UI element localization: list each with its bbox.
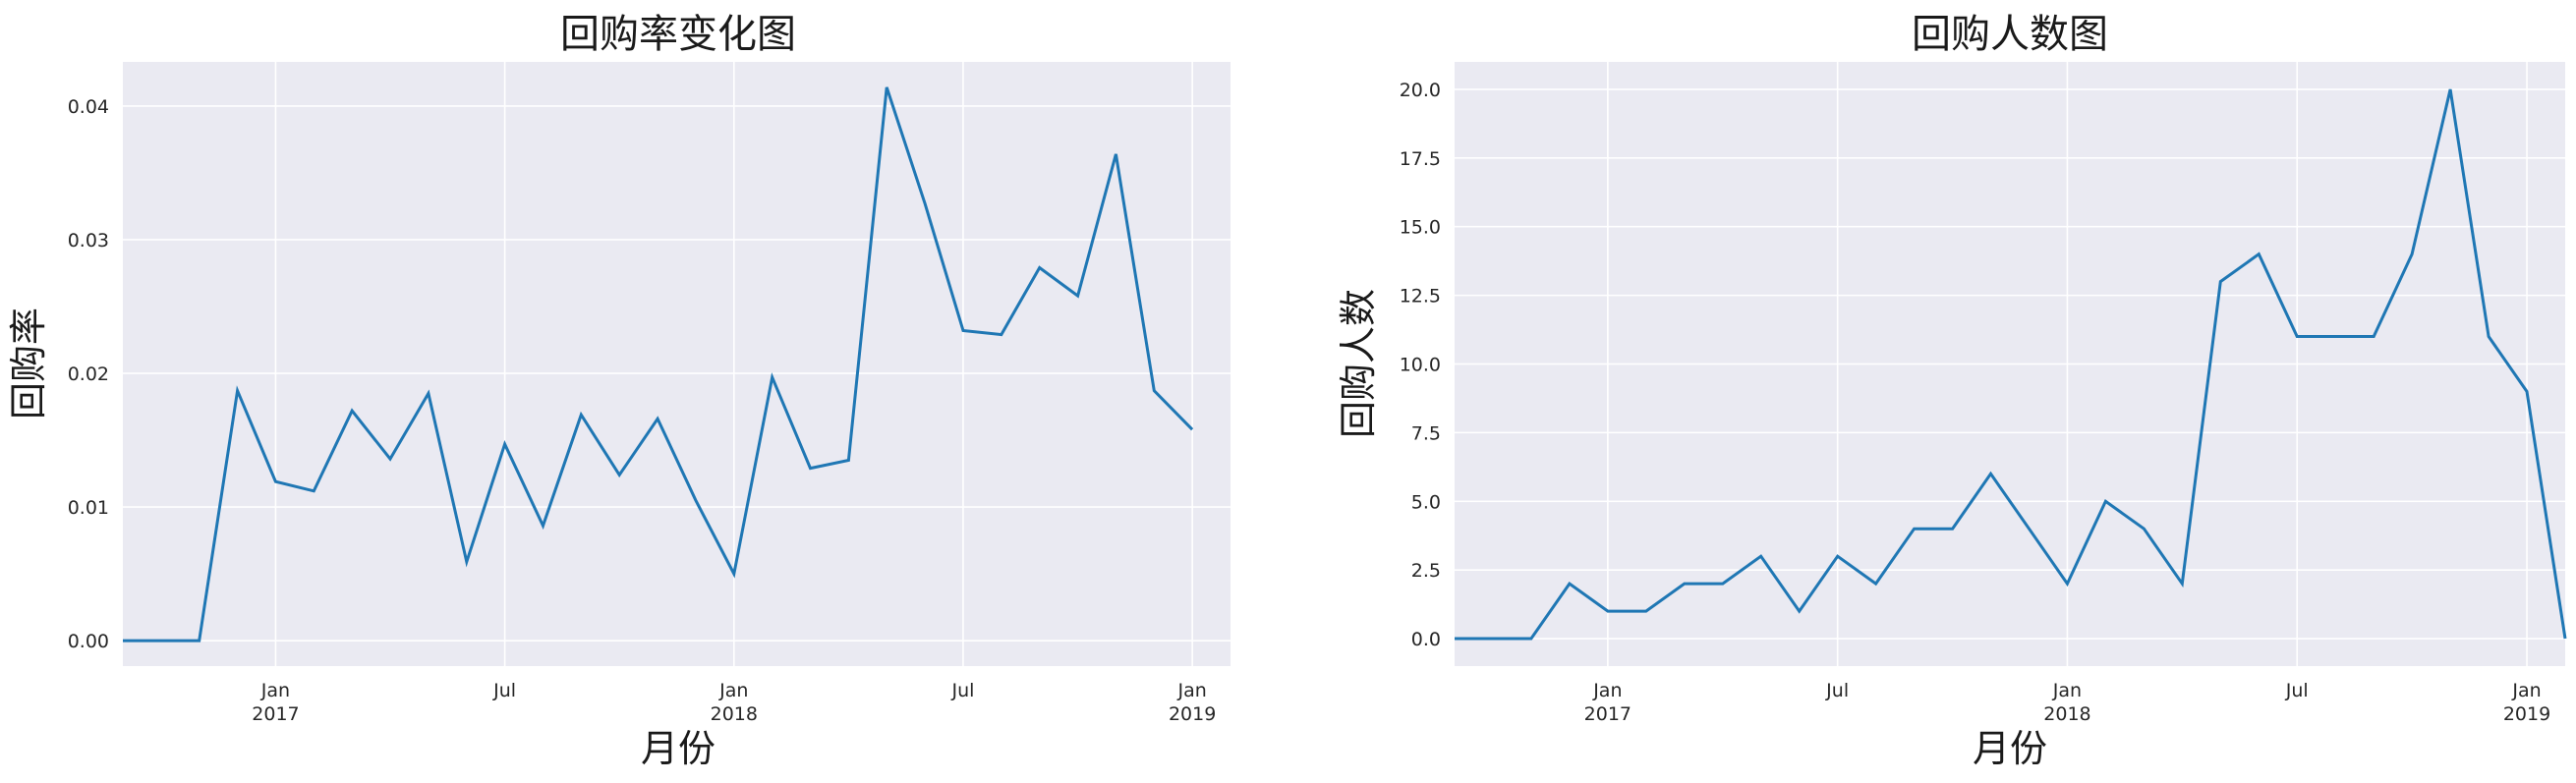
x-tick-year-label: 2019 — [1169, 703, 1216, 725]
x-tick-label: Jan — [1592, 680, 1622, 701]
y-tick-label: 12.5 — [1400, 286, 1441, 308]
y-tick-label: 7.5 — [1411, 422, 1441, 444]
x-tick-label: Jul — [492, 680, 516, 701]
y-tick-label: 5.0 — [1411, 491, 1441, 513]
x-tick-label: Jul — [1825, 680, 1849, 701]
x-tick-label: Jan — [1176, 680, 1206, 701]
y-tick-label: 17.5 — [1400, 148, 1441, 170]
x-tick-year-label: 2017 — [1584, 703, 1631, 725]
y-tick-label: 0.01 — [68, 497, 109, 519]
y-tick-label: 0.03 — [68, 230, 109, 252]
x-tick-label: Jan — [260, 680, 290, 701]
gridlines — [123, 62, 1231, 666]
y-axis-label: 回购率 — [7, 308, 50, 419]
x-tick-year-label: 2018 — [711, 703, 758, 725]
y-tick-label: 0.0 — [1411, 629, 1441, 650]
x-tick-year-label: 2017 — [252, 703, 299, 725]
y-tick-label: 0.04 — [68, 96, 109, 118]
plot-area-background — [123, 62, 1231, 666]
series-line — [1455, 88, 2567, 641]
y-tick-label: 10.0 — [1400, 355, 1441, 376]
x-tick-label: Jan — [718, 680, 748, 701]
x-tick-label: Jul — [950, 680, 974, 701]
y-axis-ticks: 0.00 0.01 0.02 0.03 0.04 — [68, 96, 109, 652]
x-tick-label: Jan — [2052, 680, 2082, 701]
y-tick-label: 0.00 — [68, 631, 109, 652]
y-axis-ticks: 0.0 2.5 5.0 7.5 10.0 12.5 15.0 17.5 20.0 — [1400, 80, 1441, 650]
x-axis-label: 月份 — [641, 727, 716, 770]
x-axis-label: 月份 — [1973, 727, 2047, 770]
y-tick-label: 0.02 — [68, 364, 109, 385]
x-tick-year-label: 2018 — [2043, 703, 2090, 725]
chart-title: 回购率变化图 — [560, 12, 796, 57]
y-tick-label: 15.0 — [1400, 217, 1441, 239]
chart-title: 回购人数图 — [1912, 12, 2108, 57]
y-axis-label: 回购人数 — [1337, 289, 1380, 438]
x-tick-label: Jul — [2285, 680, 2309, 701]
y-tick-label: 2.5 — [1411, 560, 1441, 582]
x-tick-label: Jan — [2511, 680, 2541, 701]
x-tick-year-label: 2019 — [2503, 703, 2550, 725]
series-line — [123, 86, 1194, 643]
chart-repurchase-count: 0.02.55.07.510.012.515.017.520.0 Jan2017… — [1337, 12, 2567, 770]
y-tick-label: 20.0 — [1400, 80, 1441, 101]
